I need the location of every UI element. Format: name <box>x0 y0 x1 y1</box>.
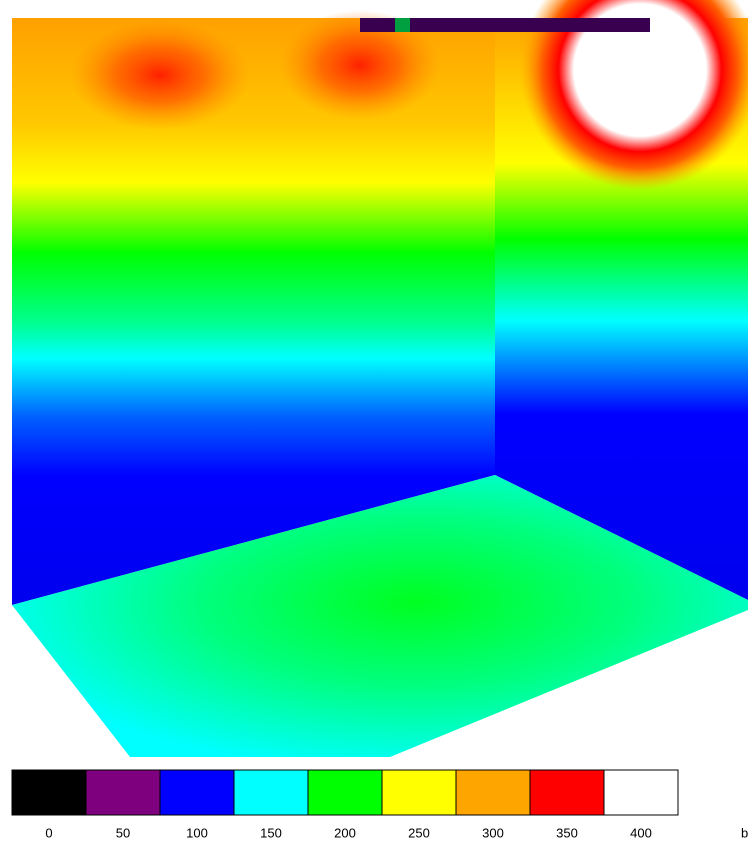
legend-label: 400 <box>630 825 652 840</box>
legend-swatch <box>382 770 456 815</box>
legend-label: 150 <box>260 825 282 840</box>
legend-swatch <box>604 770 678 815</box>
ceiling-fixture <box>395 18 410 32</box>
legend-swatch <box>234 770 308 815</box>
legend-label: 50 <box>116 825 130 840</box>
legend-label: 300 <box>482 825 504 840</box>
legend-label: 0 <box>45 825 52 840</box>
render-view: 0 50 100 150 200 250 300 350 400 b <box>0 0 748 843</box>
legend-swatch <box>12 770 86 815</box>
legend-label: 250 <box>408 825 430 840</box>
legend-swatch <box>308 770 382 815</box>
legend-swatch <box>160 770 234 815</box>
legend-label: 100 <box>186 825 208 840</box>
legend-label: 200 <box>334 825 356 840</box>
legend-swatch <box>86 770 160 815</box>
legend-swatch <box>456 770 530 815</box>
color-legend: 0 50 100 150 200 250 300 350 400 b <box>12 770 748 840</box>
legend-swatch <box>530 770 604 815</box>
legend-label: 350 <box>556 825 578 840</box>
legend-unit: b <box>741 825 748 840</box>
hot-spot <box>70 20 250 130</box>
